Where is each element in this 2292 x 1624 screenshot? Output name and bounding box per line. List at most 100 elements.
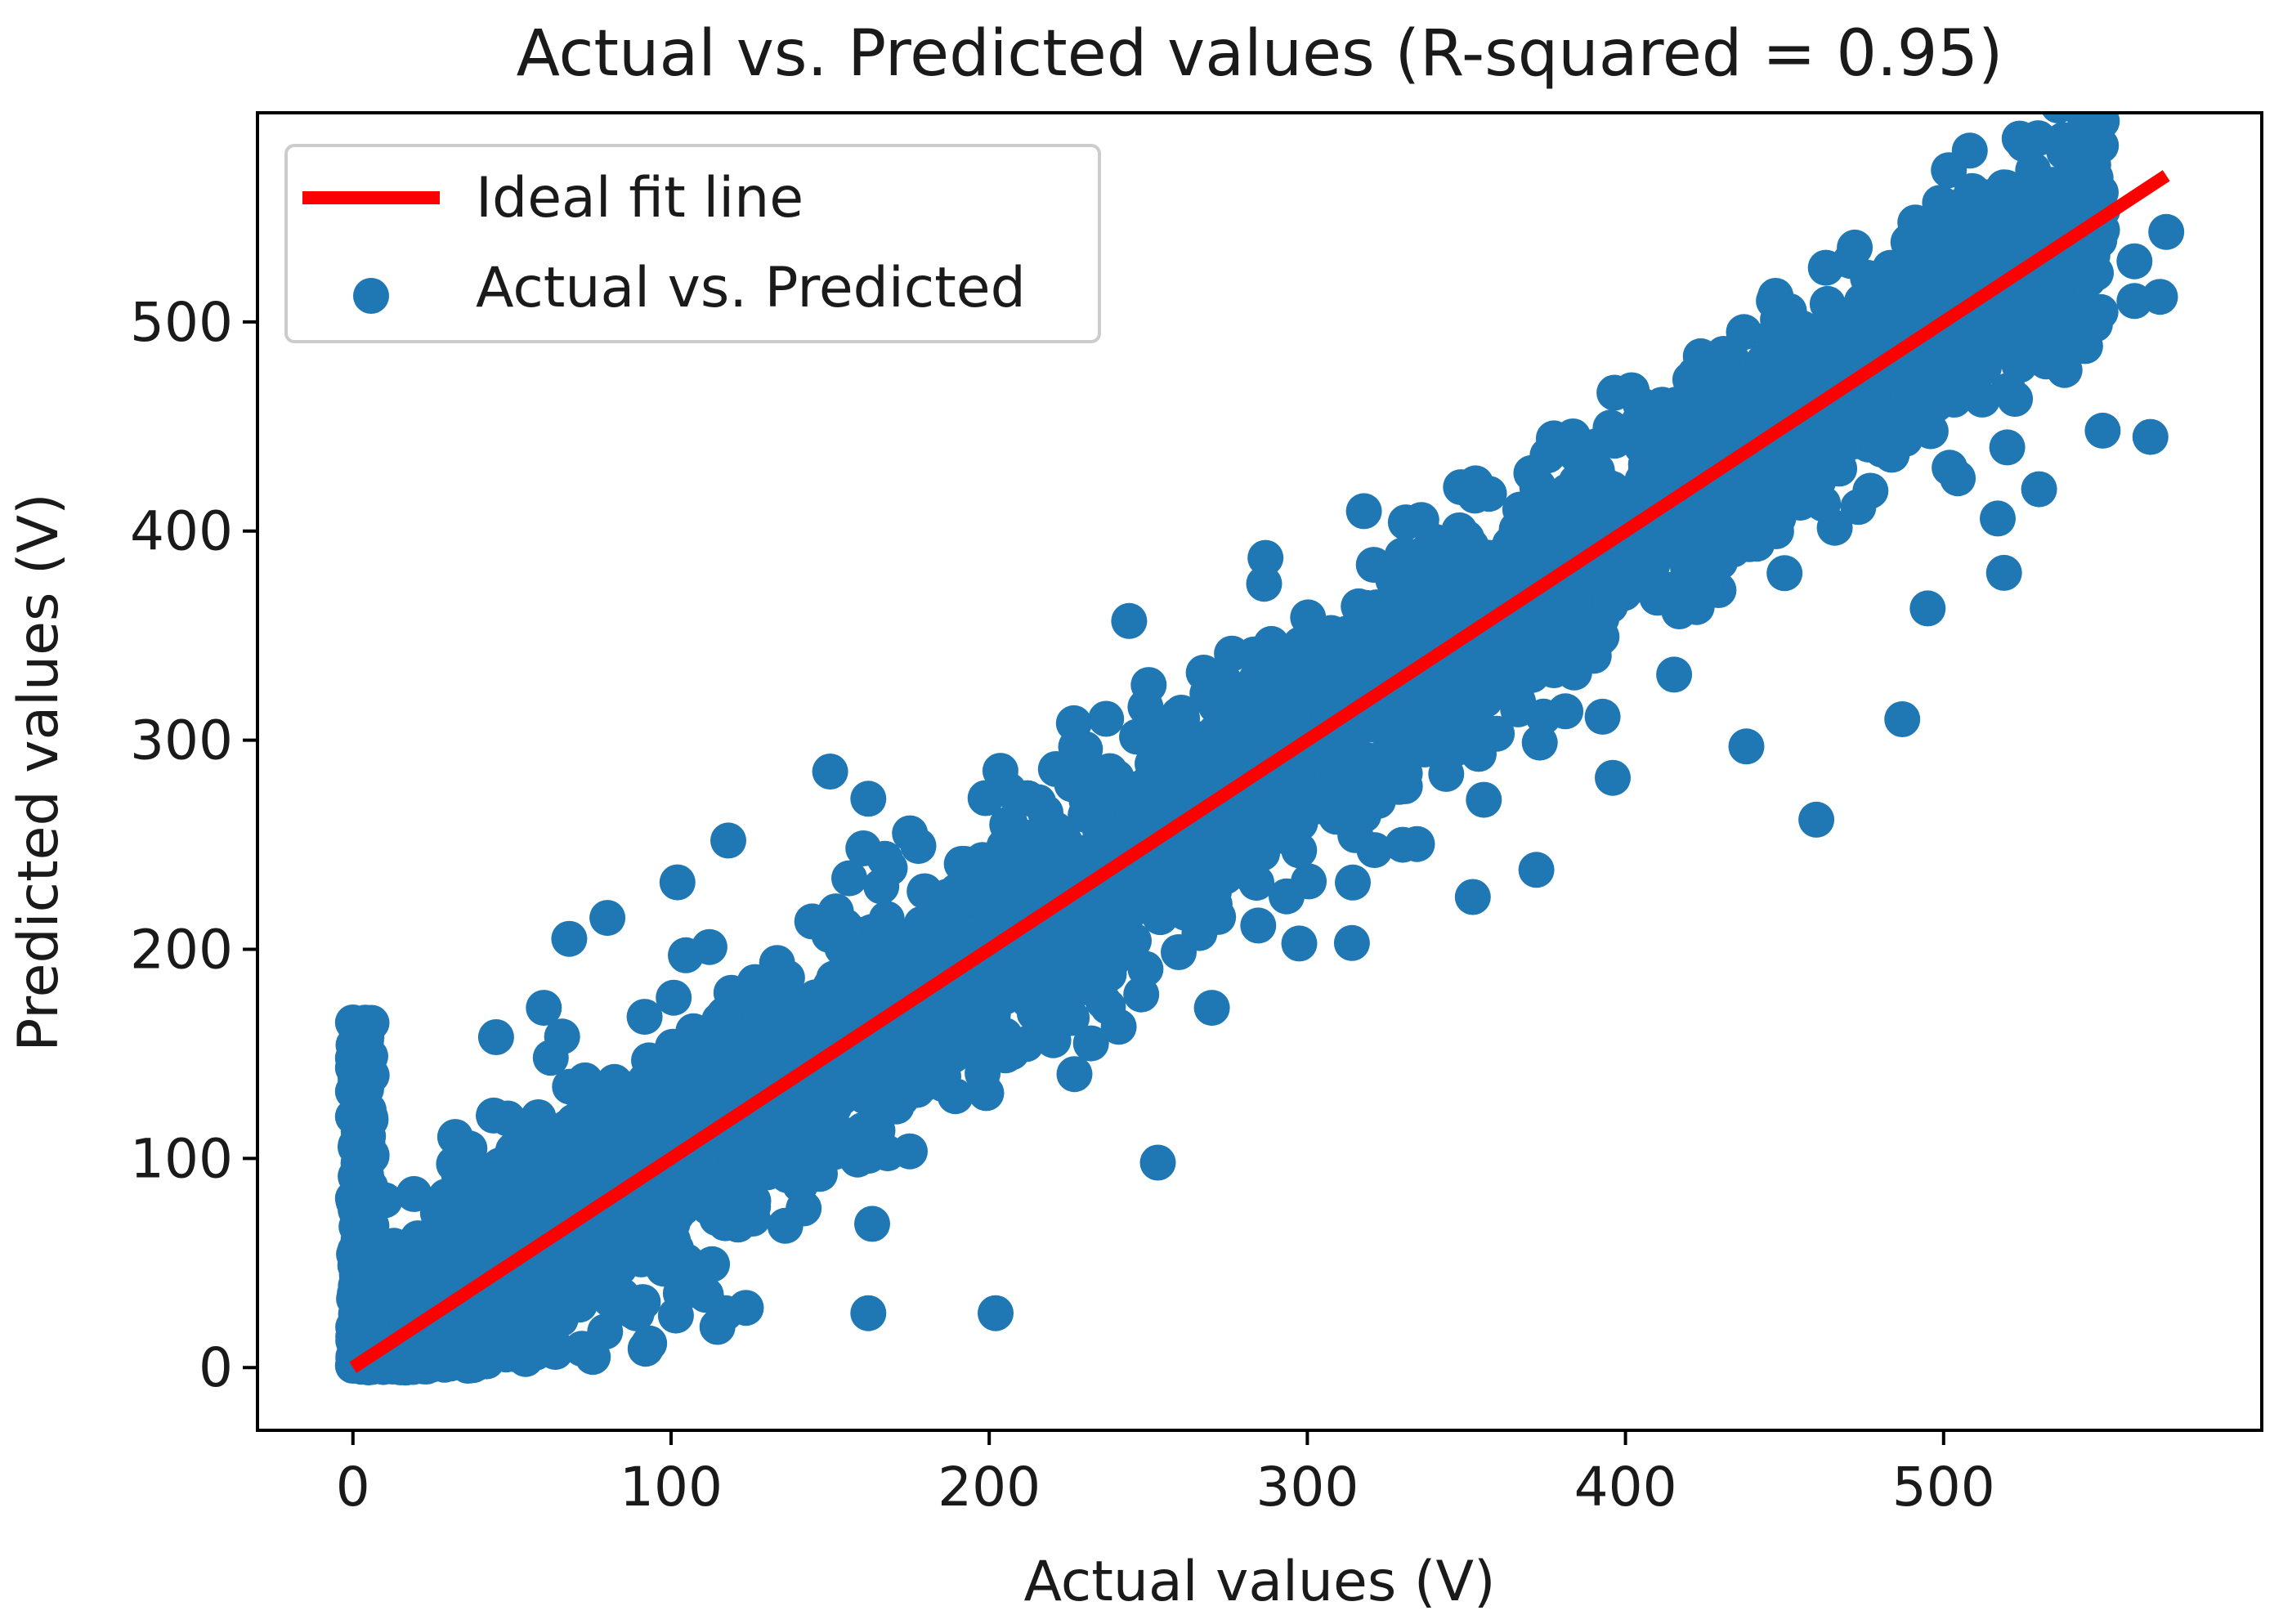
- data-point: [1770, 317, 1806, 354]
- data-point: [589, 900, 626, 937]
- data-point: [1869, 310, 1905, 347]
- data-point: [597, 1219, 633, 1255]
- data-point: [663, 1162, 700, 1199]
- data-point: [1989, 429, 2026, 466]
- data-point: [1274, 694, 1311, 731]
- data-point: [1744, 451, 1780, 488]
- data-point: [1757, 513, 1794, 549]
- data-point: [1807, 249, 1844, 286]
- data-point: [1909, 216, 1946, 253]
- data-point: [334, 1098, 371, 1135]
- data-point: [726, 1018, 763, 1055]
- data-point: [632, 1098, 668, 1134]
- data-point: [1559, 488, 1596, 525]
- data-point: [1656, 656, 1693, 693]
- data-point: [1009, 954, 1046, 991]
- data-point: [2058, 131, 2095, 168]
- data-point: [1614, 372, 1650, 409]
- data-point: [1325, 790, 1362, 827]
- data-point: [965, 1055, 1001, 1092]
- data-point: [863, 868, 900, 905]
- data-point: [1056, 1056, 1093, 1093]
- data-point: [1997, 381, 2034, 417]
- data-point: [804, 1117, 841, 1154]
- data-point: [396, 1175, 432, 1212]
- data-point: [802, 1156, 838, 1192]
- data-point: [476, 1097, 512, 1134]
- data-point: [341, 1151, 378, 1188]
- data-point: [1909, 590, 1946, 627]
- data-point: [1931, 152, 1967, 189]
- data-point: [477, 1019, 514, 1055]
- data-point: [1829, 338, 1865, 375]
- data-point: [564, 1331, 600, 1367]
- data-point: [501, 1137, 538, 1174]
- data-point: [334, 1040, 371, 1076]
- data-point: [987, 840, 1024, 877]
- data-point: [710, 822, 746, 859]
- data-point: [1385, 826, 1421, 863]
- data-point: [1855, 384, 1891, 421]
- data-point: [1932, 275, 1968, 311]
- data-point: [1584, 698, 1621, 735]
- data-point: [1369, 740, 1406, 777]
- data-point: [1020, 784, 1057, 821]
- data-point: [850, 1295, 887, 1331]
- data-point: [484, 1176, 521, 1213]
- data-point: [2142, 279, 2178, 315]
- data-point: [1805, 485, 1842, 522]
- data-point: [1518, 852, 1555, 888]
- data-point: [969, 1011, 1006, 1048]
- data-point: [1214, 635, 1251, 672]
- data-point: [1728, 728, 1765, 765]
- data-point: [1536, 520, 1573, 557]
- data-point: [1971, 224, 2008, 261]
- data-point: [341, 1238, 378, 1275]
- data-point: [1204, 711, 1241, 748]
- data-point: [812, 754, 848, 790]
- data-point: [507, 1307, 544, 1344]
- data-point: [1906, 353, 1943, 390]
- data-point: [1240, 907, 1277, 944]
- data-point: [850, 781, 887, 817]
- data-point: [2082, 293, 2119, 330]
- data-point: [1840, 489, 1877, 526]
- chart-title: Actual vs. Predicted values (R-squared =…: [517, 17, 2003, 91]
- data-point: [907, 873, 943, 910]
- data-point: [1820, 435, 1857, 472]
- data-point: [892, 940, 929, 977]
- legend-label-points: Actual vs. Predicted: [476, 256, 1026, 320]
- data-point: [1111, 602, 1148, 639]
- data-point: [1708, 509, 1745, 546]
- data-point: [1745, 343, 1782, 379]
- data-point: [1792, 458, 1829, 494]
- data-point: [1214, 822, 1251, 859]
- data-point: [1547, 611, 1583, 647]
- data-point: [1014, 819, 1050, 856]
- data-point: [768, 1143, 804, 1180]
- data-point: [1189, 675, 1226, 712]
- data-point: [1367, 597, 1403, 633]
- data-point: [1658, 387, 1694, 423]
- data-point: [1123, 976, 1160, 1013]
- data-point: [552, 1068, 589, 1105]
- data-point: [1129, 715, 1166, 752]
- data-point: [845, 830, 882, 866]
- data-point: [1795, 366, 1831, 402]
- data-point: [1940, 460, 1976, 497]
- scatter-points: [334, 113, 2185, 1386]
- y-tick-label: 100: [130, 1127, 233, 1190]
- data-point: [1600, 574, 1636, 611]
- data-point: [1721, 369, 1758, 405]
- x-tick-label: 0: [336, 1456, 370, 1519]
- data-point: [1058, 728, 1095, 765]
- data-point: [1938, 215, 1975, 252]
- data-point: [1737, 485, 1774, 521]
- data-point: [526, 990, 562, 1027]
- data-point: [1352, 639, 1389, 676]
- data-point: [735, 1188, 772, 1225]
- data-point: [1281, 925, 1318, 962]
- data-point: [1985, 554, 2022, 591]
- data-point: [1466, 781, 1502, 818]
